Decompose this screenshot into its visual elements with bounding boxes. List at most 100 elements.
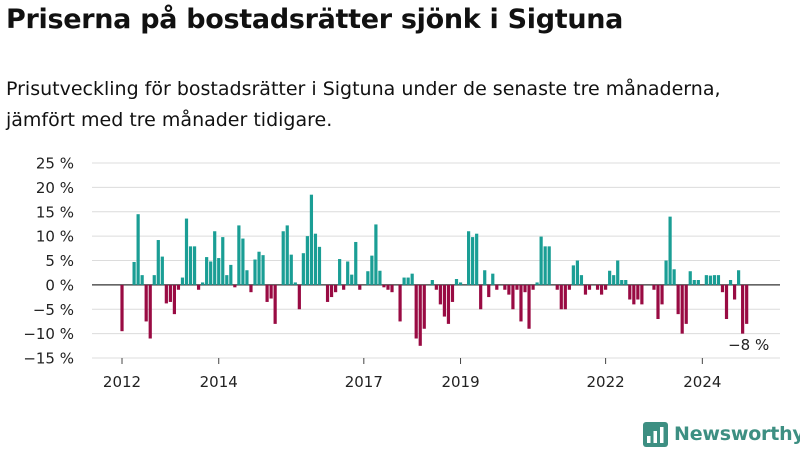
y-tick-label: 10 % <box>36 228 74 246</box>
bar <box>342 284 346 290</box>
x-tick-label: 2017 <box>345 373 383 391</box>
bar <box>233 284 237 288</box>
bar <box>595 284 600 290</box>
bar <box>555 284 559 290</box>
bar <box>507 284 511 295</box>
bar <box>317 246 322 285</box>
bar <box>305 236 309 285</box>
bar <box>201 282 205 285</box>
bar <box>712 275 717 285</box>
bar <box>620 280 624 285</box>
bar <box>120 284 124 332</box>
bar <box>225 275 229 285</box>
bar-chart: 25 % 20 % 15 % 10 % 5 % 0 % −5 % −10 % −15 % 201… <box>23 155 780 391</box>
bar <box>217 258 221 285</box>
bar <box>350 274 354 285</box>
bar <box>402 277 406 285</box>
bar <box>636 284 640 300</box>
bar <box>628 284 632 300</box>
bar <box>688 271 692 285</box>
chart-title: Priserna på bostadsrätter sjönk i Sigtun… <box>6 4 624 35</box>
bar <box>325 284 330 302</box>
bar <box>281 231 285 285</box>
bar <box>414 284 418 339</box>
bar <box>430 280 434 285</box>
bar <box>547 246 551 285</box>
bar <box>261 255 265 285</box>
bar <box>539 236 543 285</box>
bar <box>358 284 362 290</box>
bar <box>386 284 390 290</box>
bar <box>515 284 519 290</box>
bar <box>668 216 672 285</box>
bar <box>313 233 318 285</box>
bar <box>608 270 612 285</box>
bar <box>519 284 523 322</box>
y-tick-label: 25 % <box>36 155 74 173</box>
bar <box>245 270 249 285</box>
bar <box>253 259 257 285</box>
bar <box>418 284 422 346</box>
bar <box>495 284 499 290</box>
y-tick-label: 20 % <box>36 179 74 197</box>
bar <box>652 284 656 290</box>
bar <box>422 284 426 329</box>
brand-logo: Newsworthy <box>643 419 800 449</box>
bar <box>728 280 733 285</box>
bar <box>398 284 402 322</box>
bar <box>213 231 217 285</box>
bar <box>604 284 608 290</box>
y-tick-label: 0 % <box>45 276 74 294</box>
bar <box>378 270 382 285</box>
bar <box>160 256 164 285</box>
bar <box>390 284 394 293</box>
bar <box>269 284 273 299</box>
bar <box>511 284 515 310</box>
bar <box>374 224 378 285</box>
bar <box>257 251 261 285</box>
bar <box>188 246 193 285</box>
bar <box>616 260 620 285</box>
y-axis: 25 % 20 % 15 % 10 % 5 % 0 % −5 % −10 % −15 % <box>23 155 74 368</box>
bar <box>192 246 197 285</box>
bar <box>136 214 140 285</box>
bar <box>289 254 293 285</box>
bar <box>406 277 410 285</box>
bar <box>656 284 660 320</box>
y-tick-label: −10 % <box>23 325 74 343</box>
chart-subtitle: Prisutveckling för bostadsrätter i Sigtu… <box>6 78 721 131</box>
x-tick-label: 2019 <box>441 373 479 391</box>
bar <box>354 241 358 285</box>
bar <box>684 284 688 324</box>
bar <box>209 261 213 285</box>
bar <box>732 284 737 300</box>
bar <box>144 284 148 322</box>
bar <box>168 284 172 302</box>
bar <box>640 284 644 305</box>
bar <box>664 260 668 285</box>
bar <box>527 284 531 329</box>
bar <box>737 270 741 285</box>
bar <box>285 225 289 285</box>
bar <box>660 284 664 305</box>
bar <box>571 265 575 285</box>
bar <box>176 284 181 290</box>
bar <box>237 225 241 285</box>
bar <box>692 280 696 285</box>
bar <box>265 284 269 302</box>
bar <box>543 246 547 285</box>
bar <box>229 264 233 285</box>
bar <box>745 284 749 324</box>
bar <box>196 284 201 290</box>
y-tick-label: −15 % <box>23 350 74 368</box>
bar <box>575 260 580 285</box>
bar <box>523 284 527 293</box>
bar <box>720 284 725 293</box>
bar <box>567 284 571 290</box>
bar <box>708 275 712 285</box>
bar <box>346 261 350 285</box>
bar <box>535 282 539 285</box>
bar <box>434 284 438 290</box>
bar <box>563 284 567 310</box>
y-tick-label: 5 % <box>45 252 74 270</box>
